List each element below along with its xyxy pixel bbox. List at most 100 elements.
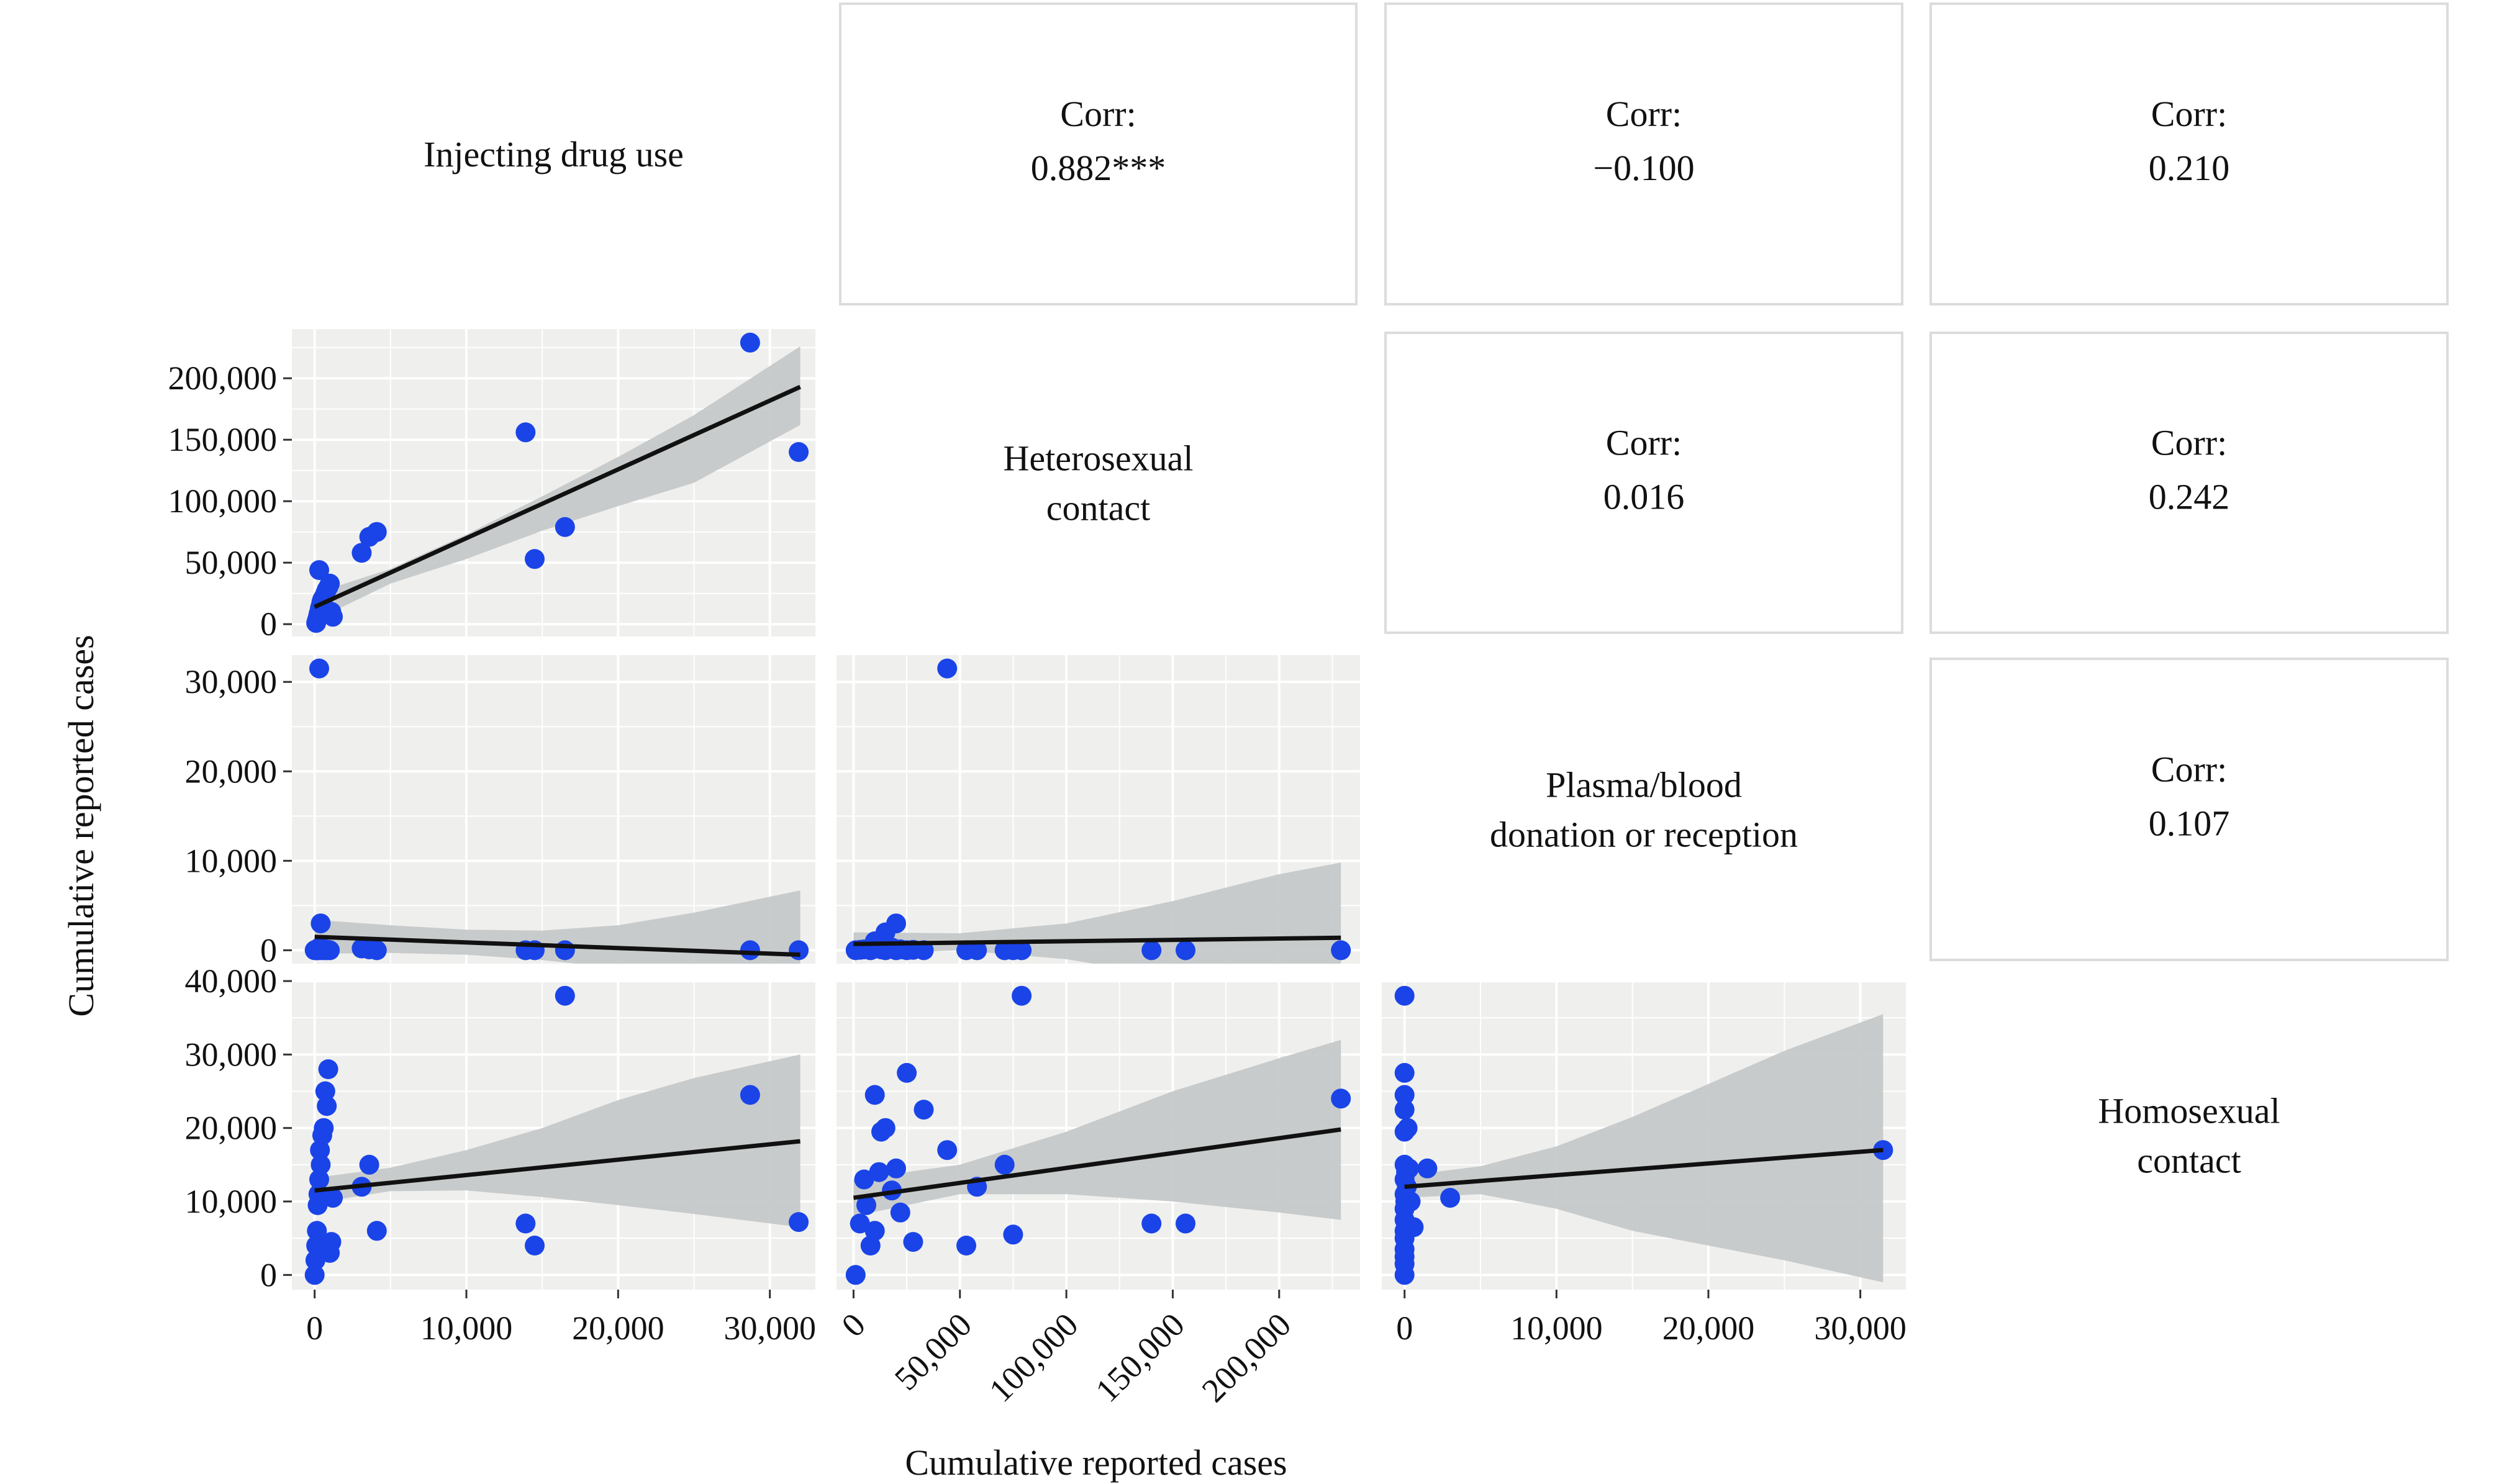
y-axis: 0 10,000 20,000 30,000 [185,663,292,969]
x-tick-label: 10,000 [420,1310,513,1347]
y-tick-label: 30,000 [185,663,278,700]
data-point [1394,1100,1415,1120]
data-point [366,940,387,961]
y-tick-label: 10,000 [185,842,278,879]
variable-name: Heterosexual contact [1004,438,1194,528]
y-axis: 0 10,000 20,000 30,000 40,000 [185,962,292,1293]
data-point [366,522,387,542]
x-axis: 0 10,000 20,000 30,000 [306,1290,816,1347]
correlation-label: Corr: [1060,94,1136,134]
data-point [850,1213,870,1234]
data-point [555,985,575,1006]
data-point [994,1154,1015,1175]
correlation-panel: Corr: 0.882*** [839,2,1358,305]
correlation-box [839,2,1358,305]
diagonal-variable-label: Plasma/blood donation or reception [1490,765,1798,855]
correlation-value: 0.882*** [1031,148,1166,188]
data-point [1440,1188,1461,1208]
variable-name-line: donation or reception [1490,815,1798,855]
x-tick-label: 20,000 [572,1310,664,1347]
y-tick-label: 0 [260,605,277,643]
variable-name-line: contact [2137,1141,2241,1181]
data-point [311,1154,331,1175]
data-point [1394,985,1415,1006]
data-point [1394,1085,1415,1105]
data-point [1331,940,1351,961]
correlation-value: −0.100 [1593,148,1694,188]
data-point [315,1081,335,1102]
regression-line [314,384,802,609]
x-tick-label: 0 [1396,1310,1413,1347]
scatter-panel [292,329,815,636]
correlation-panel: Corr: −0.100 [1384,2,1903,305]
correlation-box [1929,658,2449,961]
correlation-panel: Corr: 0.242 [1929,332,2449,634]
variable-name-line: contact [1046,488,1150,528]
data-point [1399,1158,1419,1179]
data-point [1400,1192,1421,1211]
correlation-panel: Corr: 0.210 [1929,2,2449,305]
x-axis: 0 50,000 100,000 150,000 200,000 [834,1290,1298,1409]
data-point [864,931,885,951]
data-point [555,940,575,961]
variable-name: Plasma/blood donation or reception [1490,765,1798,855]
regression-line [853,1127,1341,1200]
data-point [890,1202,910,1223]
data-point [845,1265,866,1285]
data-point [320,940,340,961]
y-tick-label: 20,000 [185,753,278,790]
data-point [1403,1217,1424,1237]
correlation-value: 0.016 [1603,477,1685,517]
data-point [310,1140,330,1161]
y-tick-label: 30,000 [185,1036,278,1073]
data-point [1012,940,1032,961]
variable-name-line: Plasma/blood [1546,765,1742,805]
data-point [309,560,329,581]
data-point [914,1100,934,1120]
x-tick-label: 20,000 [1662,1310,1755,1347]
scatter-panel [837,980,1360,1290]
confidence-band [314,890,800,964]
data-point [897,1062,917,1083]
correlation-label: Corr: [2151,749,2227,790]
data-point [525,549,545,569]
correlation-label: Corr: [1606,423,1682,463]
data-point [1003,1224,1023,1245]
data-point [937,1140,958,1161]
data-point [886,1158,906,1179]
scatter-panel [837,655,1360,964]
data-point [320,573,340,594]
y-tick-label: 100,000 [168,482,278,520]
data-point [1141,940,1162,961]
data-point [318,1059,338,1079]
data-point [1397,1118,1418,1138]
x-tick-label: 200,000 [1195,1306,1299,1409]
data-point [937,658,958,679]
data-point [311,913,331,934]
data-point [789,1212,809,1233]
x-tick-label: 30,000 [723,1310,816,1347]
data-point [317,1096,337,1116]
y-tick-label: 200,000 [168,360,278,397]
data-point [525,1236,545,1256]
x-tick-label: 0 [306,1310,323,1347]
data-point [740,332,760,353]
confidence-band [314,1054,800,1228]
x-axis: 0 10,000 20,000 30,000 [1396,1290,1907,1347]
data-point [359,1154,379,1175]
data-point [1012,985,1032,1006]
scatter-panel [292,980,815,1290]
y-tick-label: 50,000 [185,544,278,581]
regression-line [314,934,800,957]
x-tick-label: 150,000 [1088,1306,1192,1409]
y-tick-label: 20,000 [185,1110,278,1147]
data-point [956,1236,976,1256]
data-point [555,517,575,537]
data-point [864,1085,885,1105]
data-point [864,1221,885,1241]
data-point [903,1232,923,1252]
regression-line [1404,1147,1884,1189]
confidence-band [1404,1014,1884,1283]
data-point [515,1213,536,1234]
